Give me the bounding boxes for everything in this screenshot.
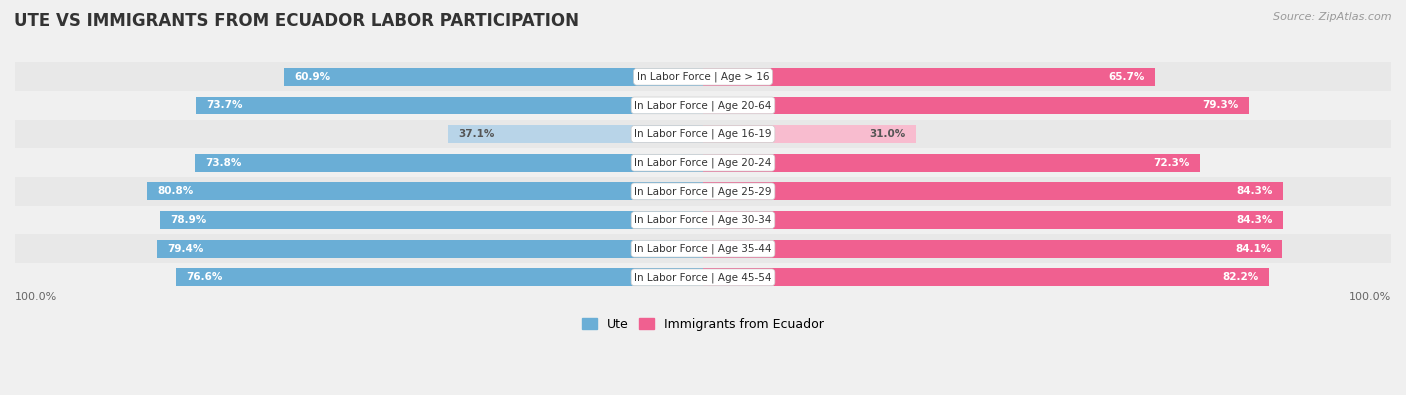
Bar (703, 182, 1284, 200)
Text: In Labor Force | Age 20-24: In Labor Force | Age 20-24 (634, 158, 772, 168)
Bar (703, 68, 1154, 86)
Text: 73.8%: 73.8% (205, 158, 242, 168)
Bar (15, 120, 1391, 149)
Bar (284, 68, 703, 86)
Text: In Labor Force | Age 20-64: In Labor Force | Age 20-64 (634, 100, 772, 111)
Text: 100.0%: 100.0% (15, 292, 58, 302)
Text: 100.0%: 100.0% (1348, 292, 1391, 302)
Text: 78.9%: 78.9% (170, 215, 207, 225)
Bar (15, 91, 1391, 120)
Bar (148, 182, 703, 200)
Bar (703, 211, 1284, 229)
Bar (15, 149, 1391, 177)
Text: 31.0%: 31.0% (870, 129, 905, 139)
Text: In Labor Force | Age 16-19: In Labor Force | Age 16-19 (634, 129, 772, 139)
Text: 37.1%: 37.1% (458, 129, 495, 139)
Text: 80.8%: 80.8% (157, 186, 194, 196)
Text: 84.3%: 84.3% (1236, 215, 1272, 225)
Bar (195, 154, 703, 171)
Bar (15, 177, 1391, 206)
Bar (703, 240, 1282, 258)
Text: 84.3%: 84.3% (1236, 186, 1272, 196)
Bar (176, 269, 703, 286)
Text: 79.3%: 79.3% (1202, 100, 1239, 110)
Bar (703, 154, 1201, 171)
Bar (15, 62, 1391, 91)
Bar (447, 125, 703, 143)
Text: In Labor Force | Age > 16: In Labor Force | Age > 16 (637, 71, 769, 82)
Bar (15, 234, 1391, 263)
Legend: Ute, Immigrants from Ecuador: Ute, Immigrants from Ecuador (578, 313, 828, 336)
Text: In Labor Force | Age 30-34: In Labor Force | Age 30-34 (634, 215, 772, 225)
Bar (703, 125, 917, 143)
Bar (703, 96, 1249, 114)
Text: Source: ZipAtlas.com: Source: ZipAtlas.com (1274, 12, 1392, 22)
Bar (15, 206, 1391, 234)
Text: 84.1%: 84.1% (1234, 244, 1271, 254)
Bar (156, 240, 703, 258)
Text: 76.6%: 76.6% (187, 273, 222, 282)
Bar (160, 211, 703, 229)
Text: 73.7%: 73.7% (207, 100, 243, 110)
Text: UTE VS IMMIGRANTS FROM ECUADOR LABOR PARTICIPATION: UTE VS IMMIGRANTS FROM ECUADOR LABOR PAR… (14, 12, 579, 30)
Text: 60.9%: 60.9% (294, 72, 330, 82)
Bar (703, 269, 1268, 286)
Text: 82.2%: 82.2% (1222, 273, 1258, 282)
Text: In Labor Force | Age 35-44: In Labor Force | Age 35-44 (634, 243, 772, 254)
Text: In Labor Force | Age 25-29: In Labor Force | Age 25-29 (634, 186, 772, 197)
Bar (15, 263, 1391, 292)
Text: 72.3%: 72.3% (1154, 158, 1189, 168)
Text: 79.4%: 79.4% (167, 244, 204, 254)
Text: In Labor Force | Age 45-54: In Labor Force | Age 45-54 (634, 272, 772, 282)
Bar (195, 96, 703, 114)
Text: 65.7%: 65.7% (1108, 72, 1144, 82)
